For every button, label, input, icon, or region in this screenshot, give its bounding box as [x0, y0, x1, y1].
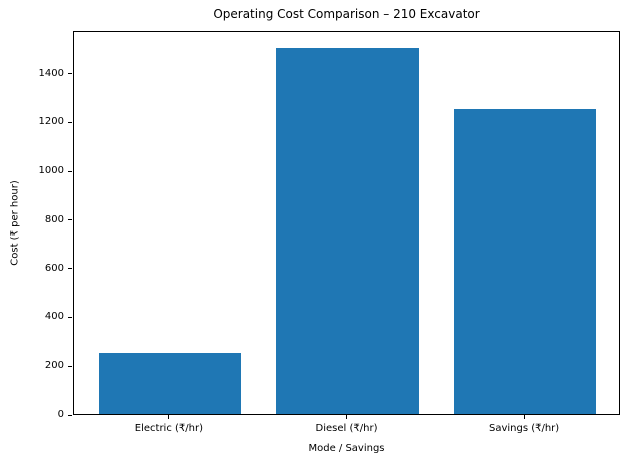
chart-title: Operating Cost Comparison – 210 Excavato…: [213, 7, 480, 21]
y-tick-mark: [68, 365, 72, 367]
x-tick-label: Electric (₹/hr): [134, 423, 203, 434]
x-tick-label: Diesel (₹/hr): [315, 423, 378, 434]
bar-2: [454, 109, 597, 414]
y-tick-mark: [68, 316, 72, 318]
y-tick-mark: [68, 73, 72, 75]
y-tick-label: 200: [44, 360, 64, 372]
y-tick-mark: [68, 414, 72, 416]
bar-1: [276, 48, 419, 414]
y-tick-label: 600: [44, 262, 64, 274]
y-tick-label: 400: [44, 311, 64, 323]
x-tick-label: Savings (₹/hr): [488, 423, 560, 434]
y-tick-label: 0: [57, 409, 64, 420]
y-tick-label: 1400: [38, 67, 64, 79]
y-tick-mark: [68, 268, 72, 270]
y-tick-mark: [68, 219, 72, 221]
x-tick-mark: [346, 415, 347, 419]
bar-0: [98, 353, 241, 414]
y-tick-mark: [68, 121, 72, 123]
y-tick-label: 1000: [38, 165, 64, 177]
plot-area: [73, 31, 620, 415]
y-tick-label: 800: [44, 213, 64, 225]
x-axis-label: Mode / Savings: [308, 443, 385, 454]
y-tick-mark: [68, 170, 72, 172]
y-tick-label: 1200: [38, 116, 64, 128]
x-tick-mark: [523, 415, 525, 419]
x-tick-mark: [168, 415, 170, 419]
